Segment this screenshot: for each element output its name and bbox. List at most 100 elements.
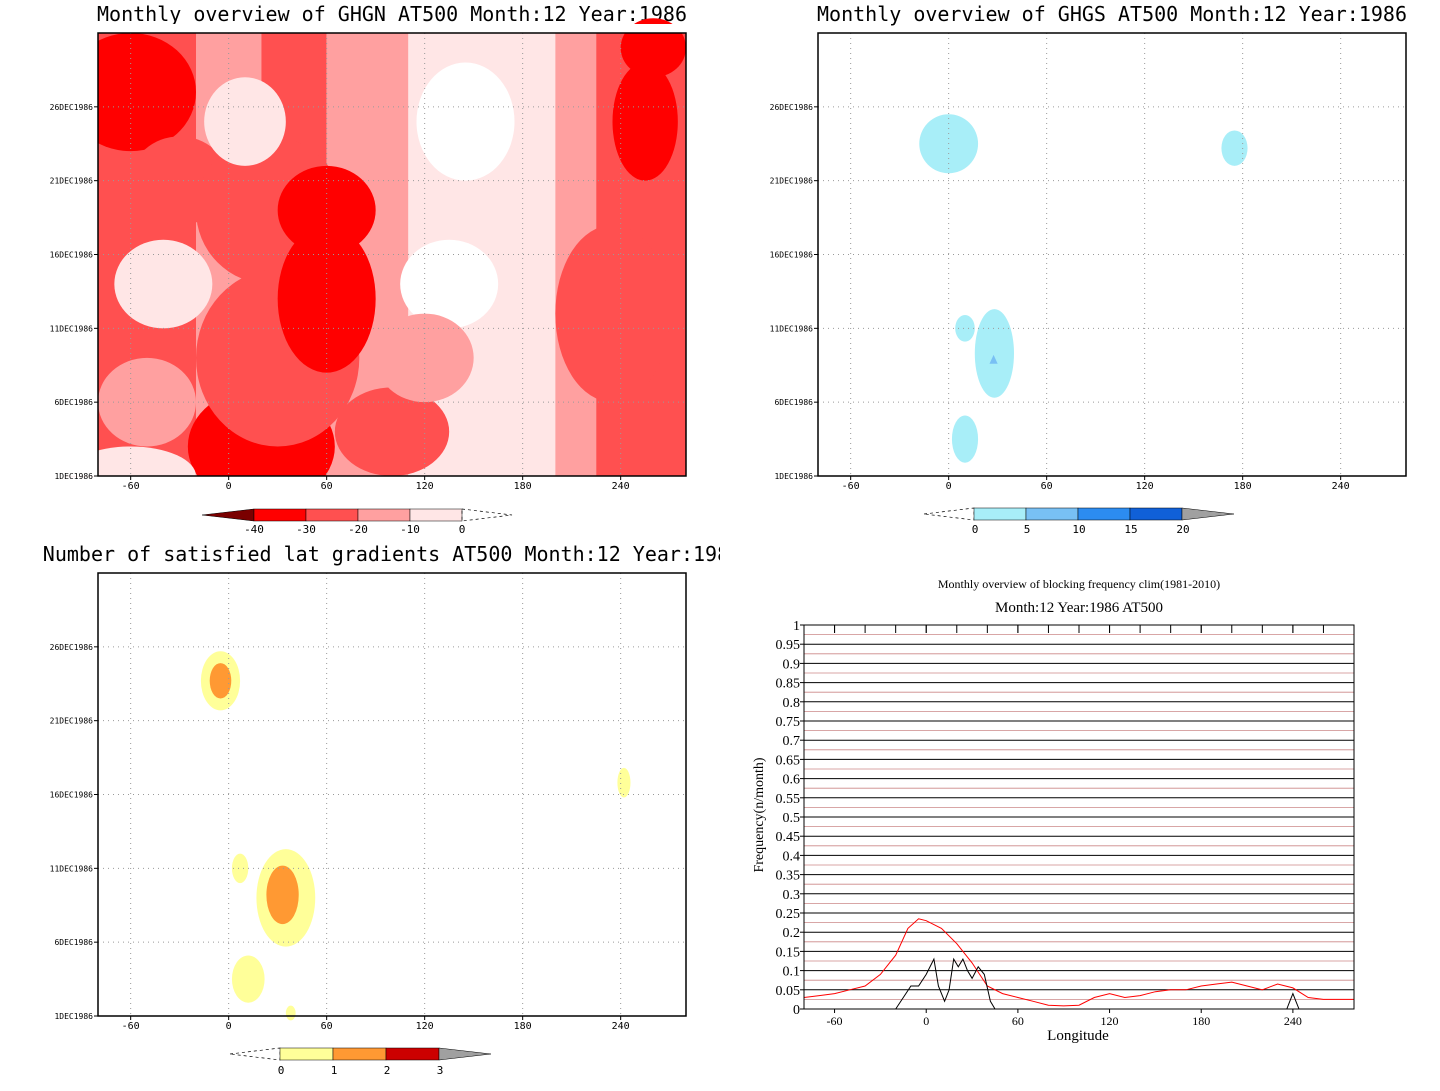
x-tick-label: 60	[1041, 481, 1053, 492]
x-tick-label: 120	[1136, 481, 1154, 492]
x-tick-label: 0	[226, 481, 232, 492]
gradient-blob	[617, 767, 631, 798]
y-tick-label: 0.35	[776, 869, 801, 884]
freq-axes: 0 0.05 0.1 0.15 0.2 0.25 0.3 0.35 0.4 0.45 0.5 0.55…	[776, 619, 1355, 1028]
colorbar-right-extension	[438, 1047, 492, 1061]
plot-frame	[97, 572, 687, 1017]
y-tick-label: 1DEC1986	[54, 472, 93, 481]
x-tick-label: -60	[827, 1014, 843, 1028]
colorbar-label: 10	[1072, 523, 1085, 536]
gradient-blob	[231, 853, 249, 884]
ghgs-axes: -60 0 60 120 180 240 1DEC1986 6DEC1986 11DEC1986…	[770, 32, 1407, 492]
colorbar-swatch	[1129, 507, 1183, 521]
colorbar-swatch	[332, 1047, 387, 1061]
ghgs-peak	[989, 354, 998, 364]
colorbar-left-extension	[229, 1047, 281, 1061]
colorbar-left-extension	[923, 507, 975, 521]
ghgn-axes: -60 0 60 120 180 240 1DEC1986 6DEC1986 11DEC1986…	[50, 32, 687, 492]
x-tick-label: 240	[612, 1021, 630, 1032]
y-tick-label: 0.9	[783, 657, 801, 672]
y-tick-label: 26DEC1986	[770, 103, 814, 112]
colorbar-right-extension	[461, 508, 513, 522]
y-tick-label: 0.55	[776, 792, 801, 807]
grad-colorbar: 0 1 2 3	[229, 1047, 492, 1077]
colorbar-label: -40	[244, 523, 264, 536]
y-tick-label: 0.4	[783, 849, 801, 864]
colorbar-swatch	[253, 508, 307, 522]
gradient-blob-core	[266, 865, 299, 925]
y-tick-label: 21DEC1986	[50, 717, 94, 726]
y-tick-label: 21DEC1986	[770, 177, 814, 186]
x-tick-label: 240	[612, 481, 630, 492]
colorbar-swatch	[357, 508, 411, 522]
x-tick-label: 240	[1284, 1014, 1302, 1028]
y-tick-label: 6DEC1986	[54, 398, 93, 407]
colorbar-label: -10	[400, 523, 420, 536]
freq-lines	[803, 918, 1354, 1010]
y-tick-label: 11DEC1986	[50, 864, 94, 873]
freq-title: Monthly overview of blocking frequency c…	[938, 577, 1220, 591]
grad-plot-area	[200, 651, 631, 1021]
y-tick-label: 21DEC1986	[50, 177, 94, 186]
y-tick-label: 26DEC1986	[50, 643, 94, 652]
contour-cell	[555, 224, 670, 403]
x-tick-label: 60	[1012, 1014, 1024, 1028]
gradient-blob	[285, 1005, 296, 1021]
y-tick-label: 16DEC1986	[50, 251, 94, 260]
freq-xlabel: Longitude	[1047, 1028, 1109, 1044]
contour-cell	[334, 387, 450, 477]
x-tick-label: 120	[416, 1021, 434, 1032]
grad-axes: -60 0 60 120 180 240 1DEC1986 6DEC1986 11DEC1986…	[50, 572, 687, 1032]
gradient-blob-core	[209, 663, 232, 699]
ghgn-plot-area	[0, 18, 720, 545]
y-tick-label: 0.2	[783, 926, 801, 941]
colorbar-label: 3	[437, 1064, 444, 1077]
contour-cell	[204, 77, 286, 166]
ghgs-panel: Monthly overview of GHGS AT500 Month:12 …	[770, 2, 1407, 536]
ghgs-anomaly-blob	[951, 415, 979, 463]
x-tick-label: 0	[946, 481, 952, 492]
y-tick-label: 1DEC1986	[54, 1012, 93, 1021]
y-tick-label: 11DEC1986	[50, 324, 94, 333]
y-tick-label: 0.6	[783, 773, 801, 788]
colorbar-label: 20	[1176, 523, 1189, 536]
x-tick-label: 60	[321, 1021, 333, 1032]
contour-cell	[612, 62, 678, 181]
colorbar-swatch	[1077, 507, 1131, 521]
y-tick-label: 6DEC1986	[774, 398, 813, 407]
ghgn-title: Monthly overview of GHGN AT500 Month:12 …	[97, 2, 687, 26]
colorbar-label: 0	[278, 1064, 285, 1077]
observed-line-east	[1286, 992, 1300, 1010]
colorbar-swatch	[279, 1047, 334, 1061]
y-tick-label: 0.25	[776, 907, 801, 922]
colorbar-label: -20	[348, 523, 368, 536]
grad-title: Number of satisfied lat gradients AT500 …	[43, 542, 720, 566]
plot-frame	[817, 32, 1407, 477]
mask-right	[686, 33, 720, 476]
y-tick-label: 0.15	[776, 945, 801, 960]
x-tick-label: 120	[1101, 1014, 1119, 1028]
ghgs-colorbar: 0 5 10 15 20	[923, 507, 1235, 536]
gradient-blob	[231, 955, 265, 1003]
x-tick-label: 0	[226, 1021, 232, 1032]
colorbar-right-extension	[1181, 507, 1235, 521]
colorbar-swatch	[385, 1047, 440, 1061]
y-tick-label: 11DEC1986	[770, 324, 814, 333]
ghgn-colorbar: -40 -30 -20 -10 0	[201, 508, 513, 536]
ghgs-anomaly-blob	[955, 315, 975, 342]
contour-cell	[400, 239, 499, 329]
colorbar-swatch	[973, 507, 1027, 521]
y-tick-label: 0.75	[776, 715, 801, 730]
x-tick-label: 60	[321, 481, 333, 492]
y-tick-label: 0.7	[783, 734, 801, 749]
y-tick-label: 16DEC1986	[770, 251, 814, 260]
x-tick-label: 180	[1192, 1014, 1210, 1028]
y-tick-label: 0	[793, 1003, 800, 1018]
ghgn-panel: Monthly overview of GHGN AT500 Month:12 …	[0, 2, 720, 545]
grad-panel: Number of satisfied lat gradients AT500 …	[43, 542, 720, 1077]
freq-grid	[804, 624, 1354, 1010]
colorbar-label: 2	[384, 1064, 391, 1077]
y-tick-label: 1	[793, 619, 800, 634]
x-tick-label: -60	[122, 481, 140, 492]
observed-line	[895, 957, 996, 1010]
